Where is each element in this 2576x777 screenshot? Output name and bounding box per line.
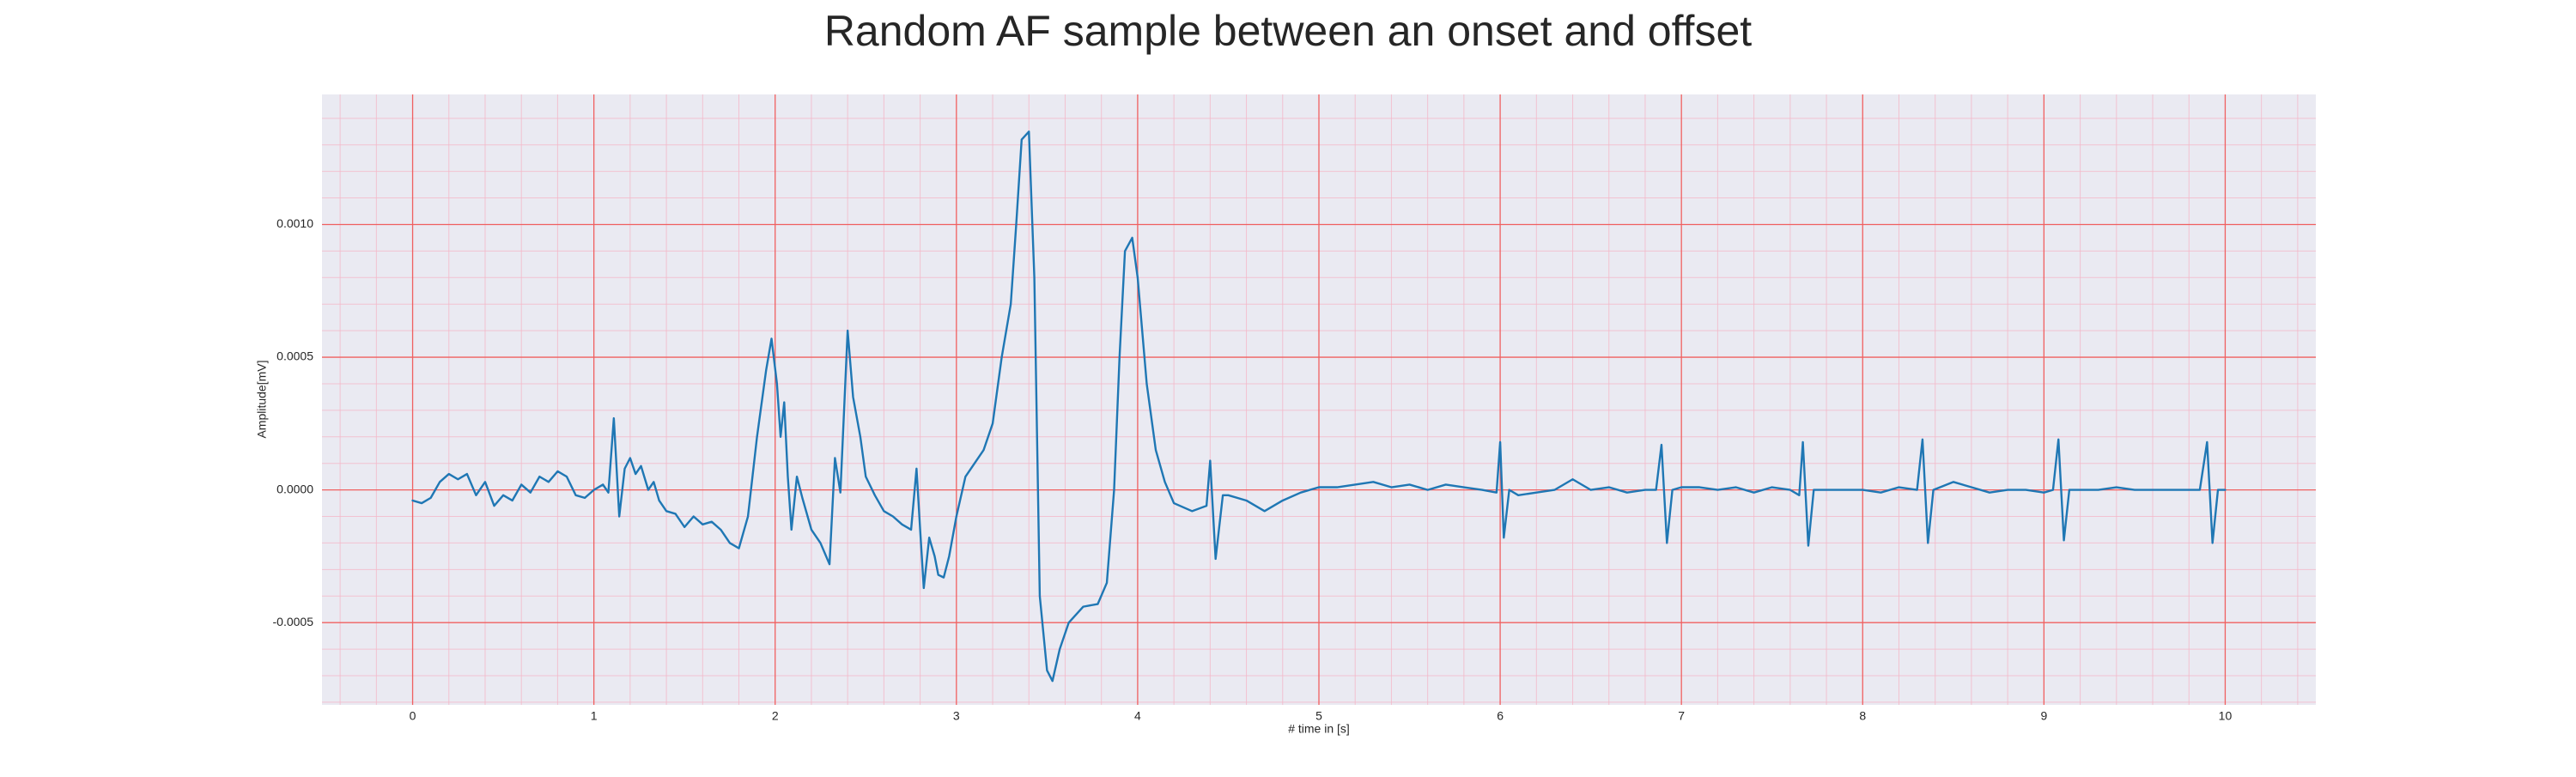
x-axis-label: # time in [s] bbox=[1288, 722, 1350, 736]
x-tick-label: 10 bbox=[2219, 709, 2233, 723]
x-tick-label: 3 bbox=[953, 709, 960, 723]
y-tick-label: -0.0005 bbox=[273, 615, 314, 628]
y-tick-label: 0.0010 bbox=[276, 216, 313, 230]
x-tick-label: 2 bbox=[772, 709, 779, 723]
x-tick-label: 9 bbox=[2040, 709, 2047, 723]
y-tick-label: 0.0005 bbox=[276, 349, 313, 363]
data-line bbox=[411, 131, 2227, 683]
labels: 0 1 2 3 4 5 6 7 8 9 10 -0.0005 0.0000 0.0005 0.0010 bbox=[273, 216, 2233, 723]
chart-title: Random AF sample between an onset and of… bbox=[824, 7, 1752, 55]
x-tick-label: 5 bbox=[1315, 709, 1322, 723]
marks bbox=[411, 131, 2227, 683]
x-tick-label: 0 bbox=[410, 709, 416, 723]
x-tick-label: 4 bbox=[1134, 709, 1141, 723]
x-tick-label: 7 bbox=[1678, 709, 1685, 723]
y-axis-label: Amplitude[mV] bbox=[255, 360, 269, 438]
y-tick-label: 0.0000 bbox=[276, 482, 313, 495]
x-tick-label: 6 bbox=[1497, 709, 1504, 723]
x-tick-label: 1 bbox=[591, 709, 598, 723]
grid bbox=[322, 94, 2316, 705]
x-tick-label: 8 bbox=[1859, 709, 1866, 723]
